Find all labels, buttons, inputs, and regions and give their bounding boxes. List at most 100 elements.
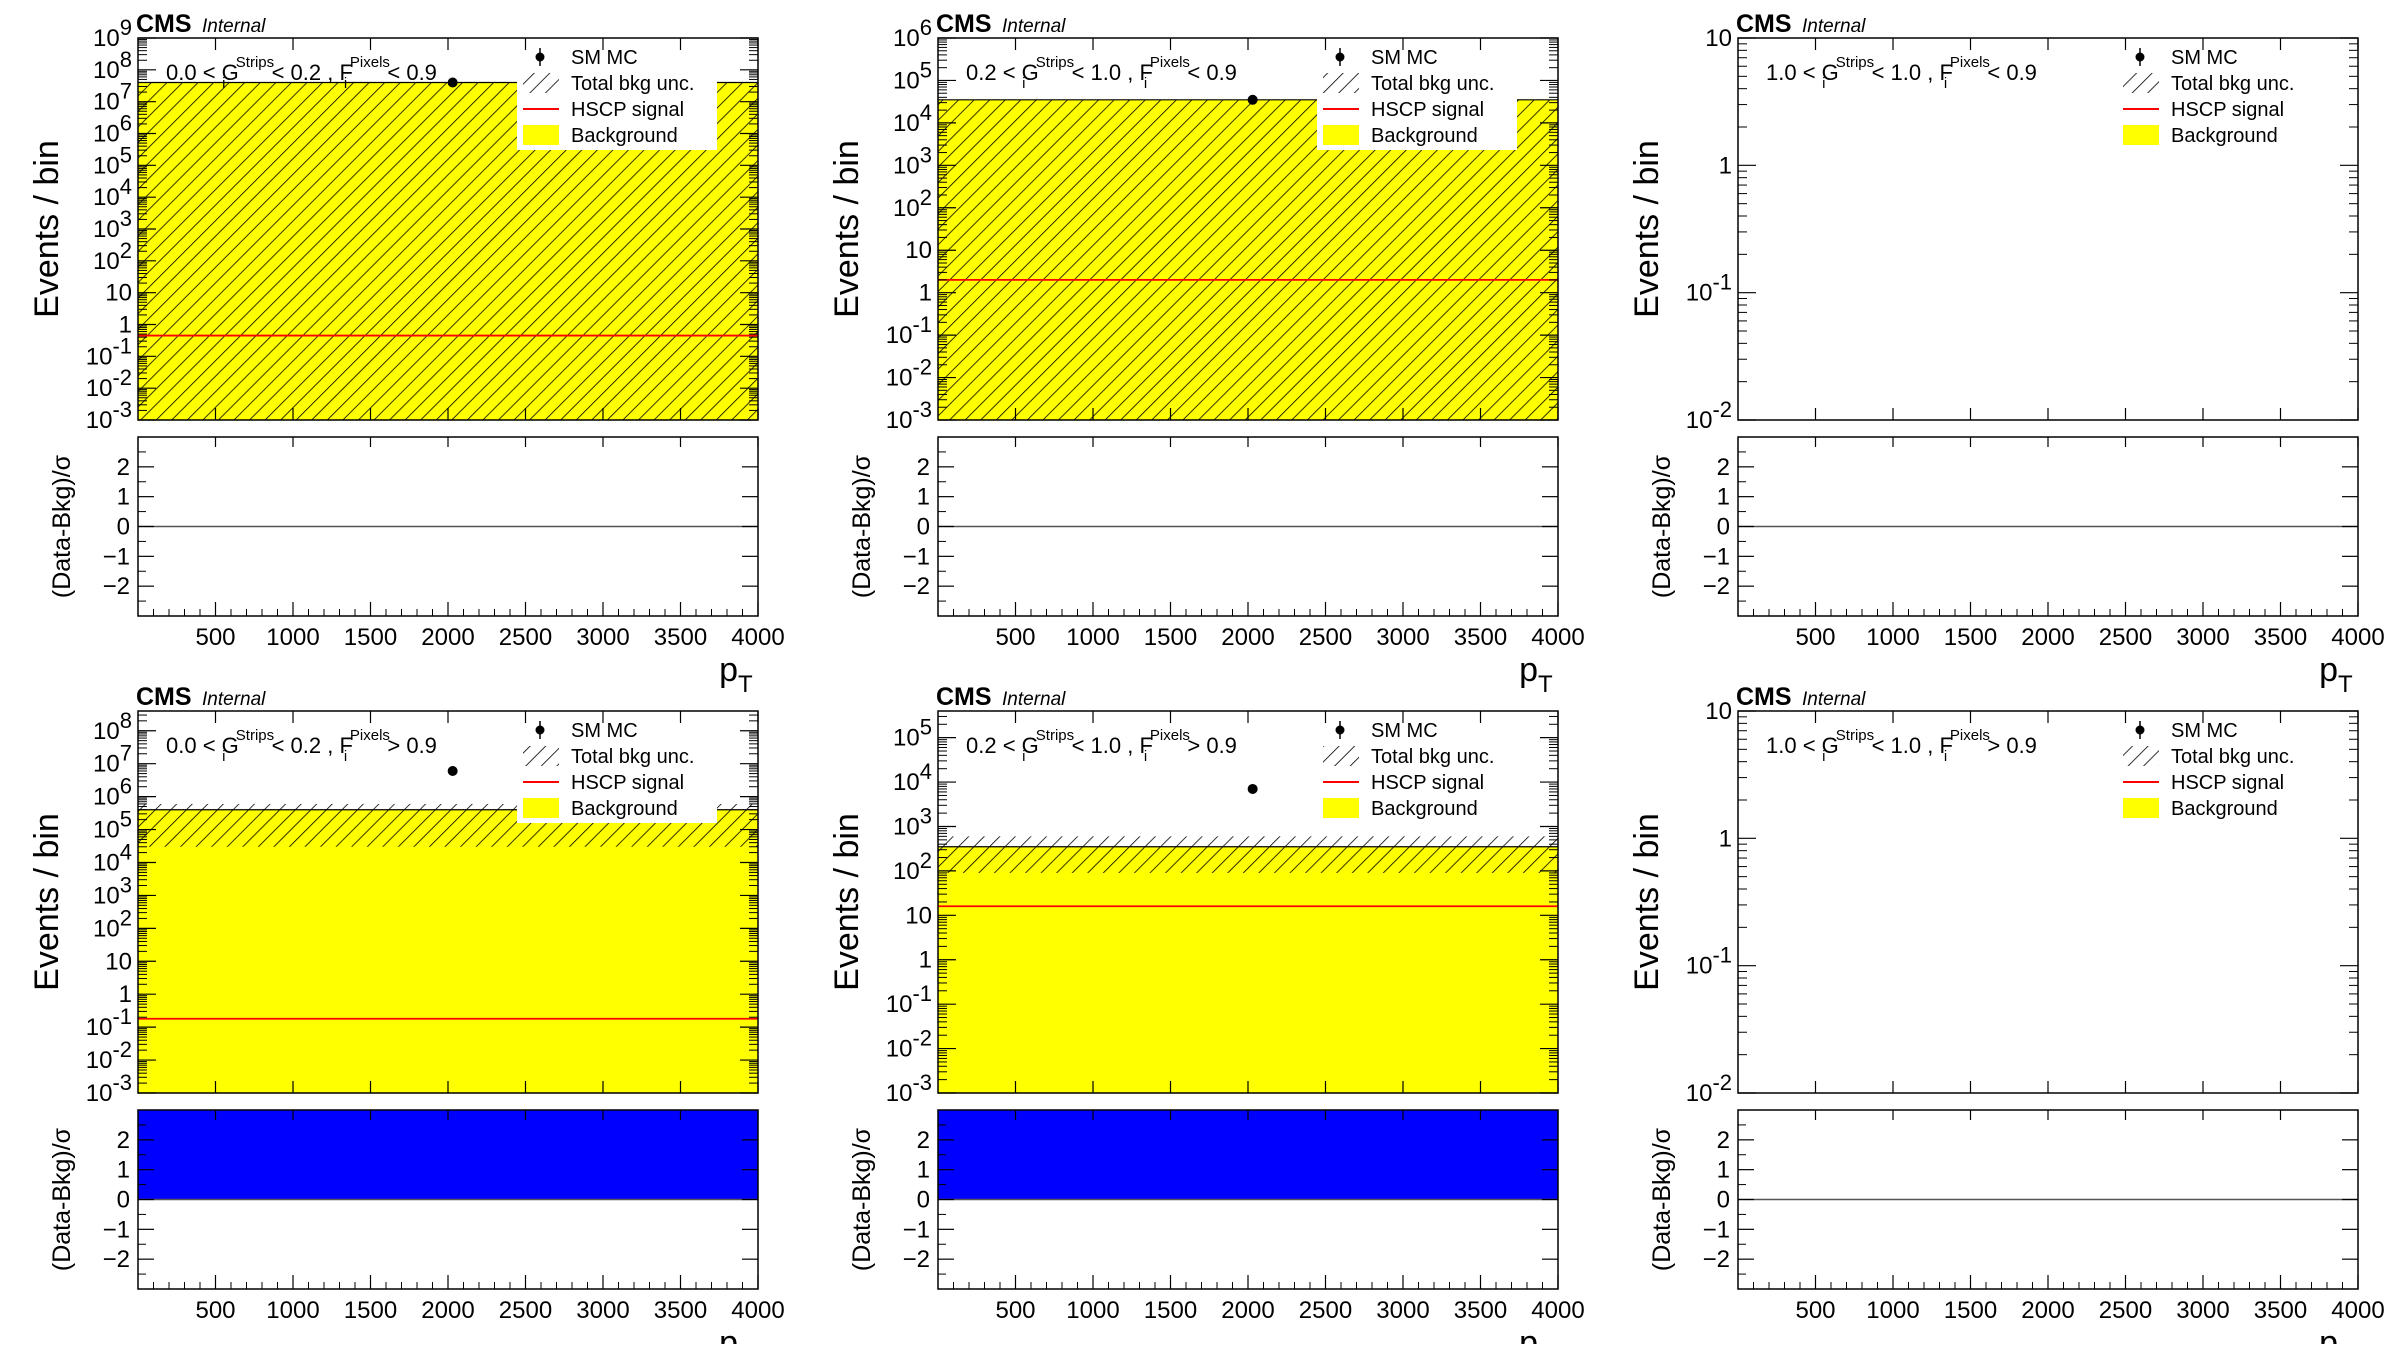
y-tick-exponent: 3 — [920, 142, 932, 167]
ratio-tick-label: −2 — [903, 1246, 930, 1273]
y-tick-label: 108 — [93, 708, 132, 745]
y-tick-base: 10 — [893, 813, 920, 840]
selection-f-sup: Pixels — [1950, 54, 1990, 71]
selection-label: 1.0 < GStrips i < 1.0 , FPixels i < 0.9 — [1766, 54, 2037, 92]
legend-swatch-background — [1323, 798, 1359, 818]
y-tick-base: 10 — [1686, 407, 1713, 434]
legend-entry: HSCP signal — [571, 772, 684, 794]
y-tick-base: 10 — [86, 1047, 113, 1074]
x-tick-label: 1500 — [1144, 1297, 1197, 1324]
background-fill — [938, 846, 1558, 1093]
chart-panel: SM MC Total bkg unc. HSCP signal Background… — [28, 683, 785, 1349]
legend-swatch-unc — [2123, 746, 2159, 766]
x-tick-label: 1500 — [1944, 1297, 1997, 1324]
y-tick-exponent: 5 — [920, 57, 932, 82]
x-tick-label: 500 — [1795, 1297, 1835, 1324]
y-tick-base: 10 — [86, 343, 113, 370]
y-tick-base: 10 — [93, 817, 120, 844]
y-tick-base: 10 — [93, 751, 120, 778]
selection-f-sup: Pixels — [1150, 54, 1190, 71]
x-tick-label: 2000 — [1221, 1297, 1274, 1324]
ratio-tick-label: −1 — [903, 543, 930, 570]
legend-entry: SM MC — [1371, 47, 1438, 69]
y-tick-exponent: -3 — [912, 1070, 932, 1095]
legend-entry: Background — [571, 798, 678, 820]
selection-g-sub: i — [222, 75, 225, 92]
y-tick-exponent: -1 — [912, 981, 932, 1006]
selection-g-low: 1.0 < G — [1766, 60, 1839, 85]
y-tick-exponent: 7 — [120, 79, 132, 104]
x-axis-label: p — [719, 1324, 738, 1344]
selection-f-value: > 0.9 — [381, 733, 437, 758]
legend-entry: Total bkg unc. — [2171, 73, 2294, 95]
ratio-tick-label: 0 — [1717, 1187, 1730, 1214]
y-tick-label: 104 — [893, 759, 932, 796]
x-tick-label: 3500 — [654, 624, 707, 651]
selection-g-sup: Strips — [236, 54, 274, 71]
y-tick-label: 103 — [93, 206, 132, 243]
selection-g-high: < 0.2 , F — [265, 733, 352, 758]
ratio-tick-label: 1 — [117, 1157, 130, 1184]
y-tick-base: 10 — [893, 725, 920, 752]
y-tick-exponent: 5 — [120, 142, 132, 167]
y-tick-exponent: -3 — [912, 397, 932, 422]
y-tick-label: 1 — [119, 312, 132, 339]
selection-f-value: < 0.9 — [381, 60, 437, 85]
y-tick-exponent: 5 — [920, 715, 932, 740]
selection-g-high: < 1.0 , F — [1065, 60, 1152, 85]
ratio-tick-label: −1 — [103, 543, 130, 570]
ratio-tick-label: 2 — [117, 1127, 130, 1154]
x-tick-label: 4000 — [2331, 1297, 2384, 1324]
x-tick-label: 4000 — [2331, 624, 2384, 651]
legend-marker-data-dot — [1335, 52, 1345, 62]
ratio-tick-label: 2 — [117, 454, 130, 481]
y-axis-label: Events / bin — [28, 813, 66, 991]
y-tick-exponent: 3 — [120, 206, 132, 231]
data-point — [447, 77, 458, 88]
ratio-tick-label: 2 — [917, 454, 930, 481]
cms-label: CMS — [136, 683, 192, 711]
y-tick-base: 10 — [93, 184, 120, 211]
y-tick-label: 10-2 — [1686, 397, 1732, 434]
legend-entry: HSCP signal — [2171, 99, 2284, 121]
legend-entry: SM MC — [571, 47, 638, 69]
y-tick-base: 10 — [93, 718, 120, 745]
selection-f-value: > 0.9 — [1181, 733, 1237, 758]
ratio-tick-label: −1 — [1703, 543, 1730, 570]
x-tick-label: 3000 — [1376, 624, 1429, 651]
x-tick-label: 4000 — [1531, 1297, 1584, 1324]
x-axis-label: p — [1519, 1324, 1538, 1344]
x-tick-label: 2500 — [1299, 624, 1352, 651]
x-tick-label: 4000 — [731, 1297, 784, 1324]
x-tick-label: 3000 — [576, 624, 629, 651]
y-tick-base: 10 — [886, 322, 913, 349]
x-tick-label: 4000 — [731, 624, 784, 651]
y-tick-label: 1 — [1719, 825, 1732, 852]
y-tick-base: 10 — [893, 152, 920, 179]
selection-label: 1.0 < GStrips i < 1.0 , FPixels i > 0.9 — [1766, 727, 2037, 765]
y-tick-base: 10 — [93, 25, 120, 52]
legend-entry: HSCP signal — [571, 99, 684, 121]
legend-swatch-unc — [523, 73, 559, 93]
selection-f-value: > 0.9 — [1981, 733, 2037, 758]
y-tick-exponent: -1 — [112, 333, 132, 358]
x-tick-label: 2000 — [421, 1297, 474, 1324]
y-tick-base: 10 — [893, 769, 920, 796]
y-axis-label: Events / bin — [1628, 140, 1666, 318]
selection-g-low: 0.0 < G — [166, 60, 239, 85]
x-tick-label: 2500 — [2099, 1297, 2152, 1324]
x-tick-label: 3000 — [1376, 1297, 1429, 1324]
x-tick-label: 4000 — [1531, 624, 1584, 651]
data-point — [1247, 94, 1258, 105]
cms-label: CMS — [136, 10, 192, 38]
x-tick-label: 2500 — [2099, 624, 2152, 651]
cms-label: CMS — [936, 683, 992, 711]
y-tick-label: 102 — [93, 238, 132, 275]
y-tick-label: 106 — [93, 774, 132, 811]
y-tick-exponent: 2 — [920, 185, 932, 210]
ratio-tick-label: −2 — [1703, 573, 1730, 600]
ratio-tick-label: 1 — [117, 484, 130, 511]
selection-f-sub: i — [344, 75, 347, 92]
legend-entry: Background — [2171, 125, 2278, 147]
